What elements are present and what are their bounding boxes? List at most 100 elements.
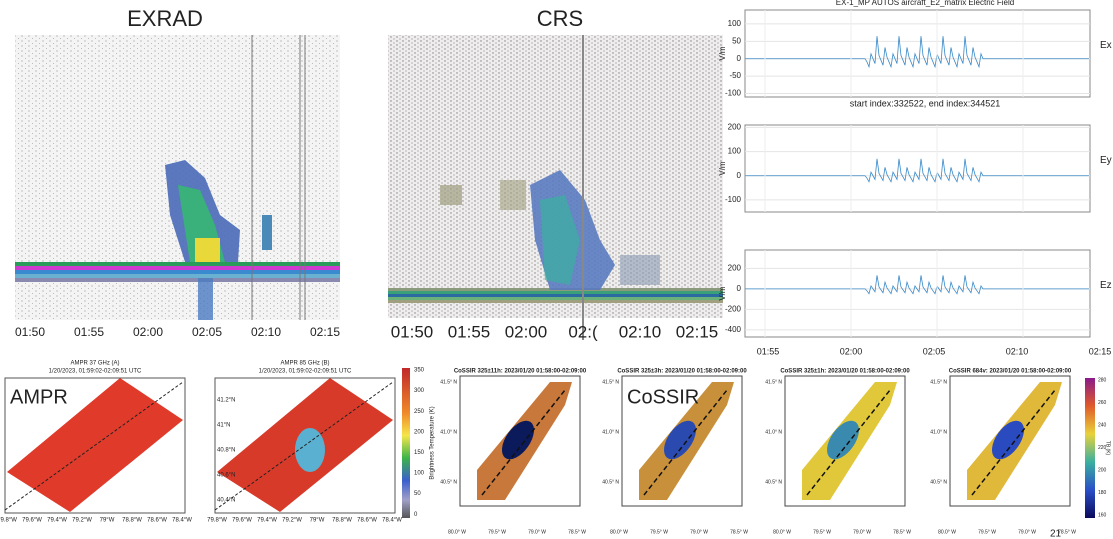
time-label: 01:50 xyxy=(15,325,45,339)
map-title: CoSSIR 325±3h: 2023/01/20 01:58:00-02:09… xyxy=(617,369,747,375)
radar-echo xyxy=(440,185,462,205)
plot-area xyxy=(744,9,1091,98)
radar-echo xyxy=(198,278,213,320)
lon-label: 79.4°W xyxy=(47,518,67,524)
time-label: 02:00 xyxy=(505,322,548,341)
time-label: 02:15 xyxy=(1089,346,1112,356)
y-tick-label: -50 xyxy=(729,71,741,80)
series-label: Ey xyxy=(1100,155,1112,166)
time-label: 02:15 xyxy=(676,322,719,341)
lon-label: 79.8°W xyxy=(0,518,17,524)
lat-label: 40.6°N xyxy=(217,473,235,479)
map-feature xyxy=(502,420,534,460)
panel-title: CRS xyxy=(537,6,583,31)
radar-band xyxy=(15,270,340,274)
colorbar-label: TB (K) xyxy=(1105,441,1111,456)
lat-label: 41.5° N xyxy=(440,379,457,385)
lon-label: 79.0° W xyxy=(528,529,546,535)
lon-label: 79.0° W xyxy=(690,529,708,535)
lat-label: 41.0° N xyxy=(602,429,619,435)
map-feature xyxy=(295,428,325,472)
radar-band xyxy=(388,291,723,294)
plot-subtitle: start index:332522, end index:344521 xyxy=(850,98,1001,108)
y-tick-label: 100 xyxy=(728,147,742,156)
lon-label: 79.5° W xyxy=(488,529,506,535)
time-label: 02:( xyxy=(568,322,598,341)
colorbar-tick: 220 xyxy=(1098,445,1107,451)
map-feature xyxy=(664,420,696,460)
lon-label: 79.0° W xyxy=(1018,529,1036,535)
radar-band xyxy=(388,300,723,303)
signal-line xyxy=(745,158,1089,183)
time-label: 02:10 xyxy=(619,322,662,341)
panel-header: EX-1_MP AUTOS aircraft_E2_matrix Electri… xyxy=(836,0,1014,7)
colorbar-tick: 0 xyxy=(414,512,418,518)
radar-echo xyxy=(620,255,660,285)
time-label: 02:05 xyxy=(192,325,222,339)
y-tick-label: 0 xyxy=(737,171,742,180)
map-title: AMPR 85 GHz (B) xyxy=(280,361,329,367)
colorbar-tick: 350 xyxy=(414,368,425,374)
lat-label: 40.4°N xyxy=(217,498,235,504)
colorbar-tick: 150 xyxy=(414,450,425,456)
lon-label: 79.5° W xyxy=(978,529,996,535)
time-label: 02:00 xyxy=(133,325,163,339)
time-label: 02:00 xyxy=(840,346,863,356)
lat-label: 41.5° N xyxy=(765,379,782,385)
lat-label: 40.5° N xyxy=(602,479,619,485)
panel-title: EXRAD xyxy=(127,6,203,31)
lat-label: 41.2°N xyxy=(217,398,235,404)
time-label: 02:05 xyxy=(923,346,946,356)
lat-label: 41.5° N xyxy=(602,379,619,385)
radar-band xyxy=(15,278,340,282)
lon-label: 78.4°W xyxy=(172,518,192,524)
lon-label: 78.5° W xyxy=(1058,529,1076,535)
map-track xyxy=(643,389,728,496)
map-title: CoSSIR 325±11h: 2023/01/20 01:58:00-02:0… xyxy=(454,369,587,375)
lon-label: 79.0° W xyxy=(853,529,871,535)
radar-echo xyxy=(500,180,526,210)
panel-title: CoSSIR xyxy=(627,386,699,408)
time-label: 02:10 xyxy=(251,325,281,339)
lat-label: 40.5° N xyxy=(440,479,457,485)
time-label: 02:10 xyxy=(1006,346,1029,356)
colorbar-tick: 160 xyxy=(1098,512,1107,518)
lon-label: 79.6°W xyxy=(22,518,42,524)
colorbar-label: Brightness Temperature (K) xyxy=(430,406,436,479)
lon-label: 79.2°W xyxy=(282,518,302,524)
lat-label: 40.8°N xyxy=(217,448,235,454)
lat-label: 41°N xyxy=(217,423,230,429)
lon-label: 79.5° W xyxy=(650,529,668,535)
lat-label: 40.5° N xyxy=(930,479,947,485)
y-tick-label: -200 xyxy=(725,304,742,313)
lon-label: 80.0° W xyxy=(610,529,628,535)
y-tick-label: 100 xyxy=(728,19,742,28)
lon-label: 80.0° W xyxy=(773,529,791,535)
signal-line xyxy=(745,36,1089,69)
y-tick-label: -400 xyxy=(725,325,742,334)
lon-label: 80.0° W xyxy=(938,529,956,535)
map-track xyxy=(481,389,566,496)
colorbar-tick: 240 xyxy=(1098,422,1107,428)
lon-label: 78.6°W xyxy=(147,518,167,524)
lon-label: 79.8°W xyxy=(207,518,227,524)
time-label: 01:55 xyxy=(448,322,491,341)
lon-label: 79.2°W xyxy=(72,518,92,524)
lon-label: 78.6°W xyxy=(357,518,377,524)
lon-label: 78.8°W xyxy=(122,518,142,524)
map-title: AMPR 37 GHz (A) xyxy=(70,361,119,367)
page-number: 21 xyxy=(1050,529,1062,539)
time-label: 01:50 xyxy=(391,322,434,341)
y-tick-label: 50 xyxy=(732,36,741,45)
colorbar xyxy=(1085,378,1095,518)
colorbar-tick: 200 xyxy=(414,429,425,435)
series-label: Ez xyxy=(1100,280,1112,291)
map-track xyxy=(806,389,891,496)
map-feature xyxy=(827,420,859,460)
lon-label: 79°W xyxy=(310,518,325,524)
lon-label: 78.5° W xyxy=(893,529,911,535)
colorbar-tick: 250 xyxy=(414,409,425,415)
colorbar xyxy=(402,368,410,518)
lat-label: 41.5° N xyxy=(930,379,947,385)
